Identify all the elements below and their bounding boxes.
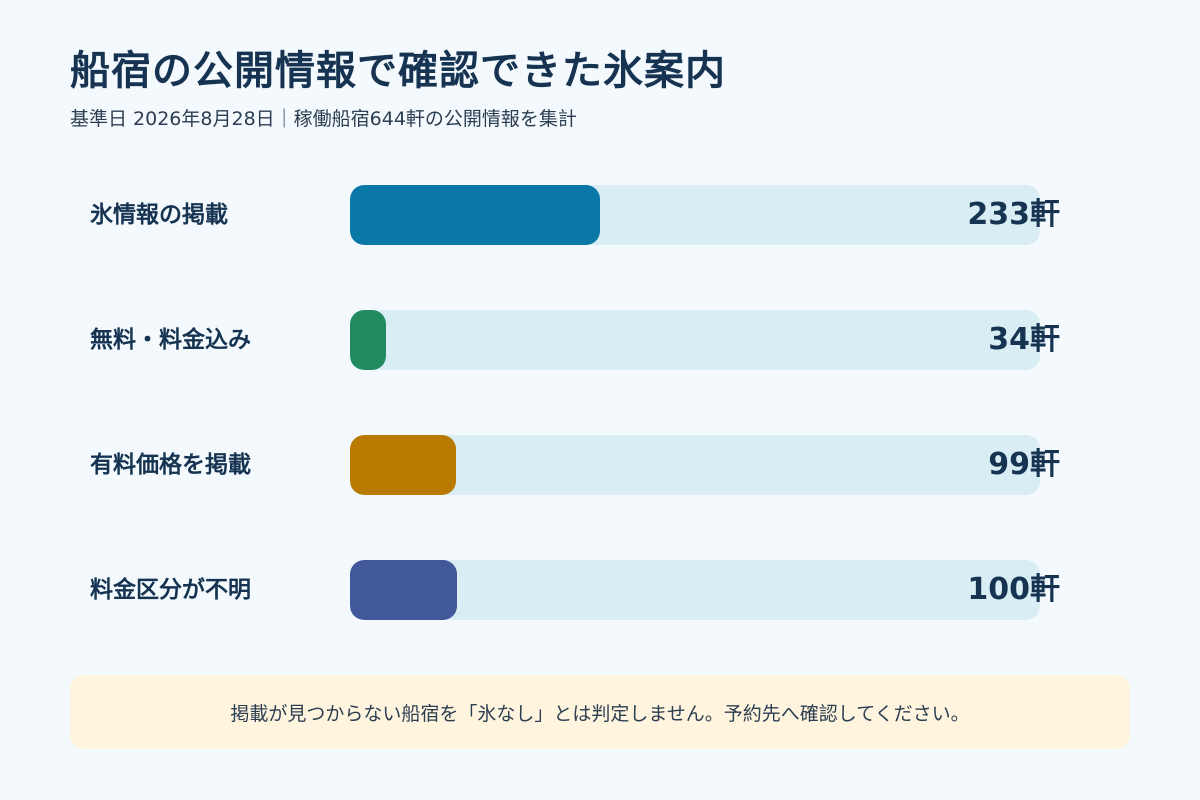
- note-text: 掲載が見つからない船宿を「氷なし」とは判定しません。予約先へ確認してください。: [230, 702, 970, 725]
- bar-value-label: 100軒: [967, 572, 1060, 607]
- bar-track: [350, 185, 1040, 245]
- bar-value-label: 99軒: [988, 447, 1060, 482]
- bar-value-label: 233軒: [967, 197, 1060, 232]
- bar: [350, 185, 600, 245]
- bar-label: 有料価格を掲載: [90, 452, 251, 478]
- chart-subtitle: 基準日 2026年8月28日｜稼働船宿644軒の公開情報を集計: [70, 108, 577, 130]
- note-box: 掲載が見つからない船宿を「氷なし」とは判定しません。予約先へ確認してください。: [70, 675, 1130, 749]
- bar: [350, 435, 457, 495]
- bar-track: [350, 435, 1040, 495]
- bar-value-label: 34軒: [988, 322, 1060, 357]
- chart-title: 船宿の公開情報で確認できた氷案内: [70, 48, 726, 94]
- bar-track: [350, 560, 1040, 620]
- bar: [350, 310, 387, 370]
- bar-track: [350, 310, 1040, 370]
- bar-label: 料金区分が不明: [90, 577, 251, 603]
- bar: [350, 560, 458, 620]
- bar-label: 無料・料金込み: [90, 327, 251, 353]
- bar-label: 氷情報の掲載: [90, 202, 228, 228]
